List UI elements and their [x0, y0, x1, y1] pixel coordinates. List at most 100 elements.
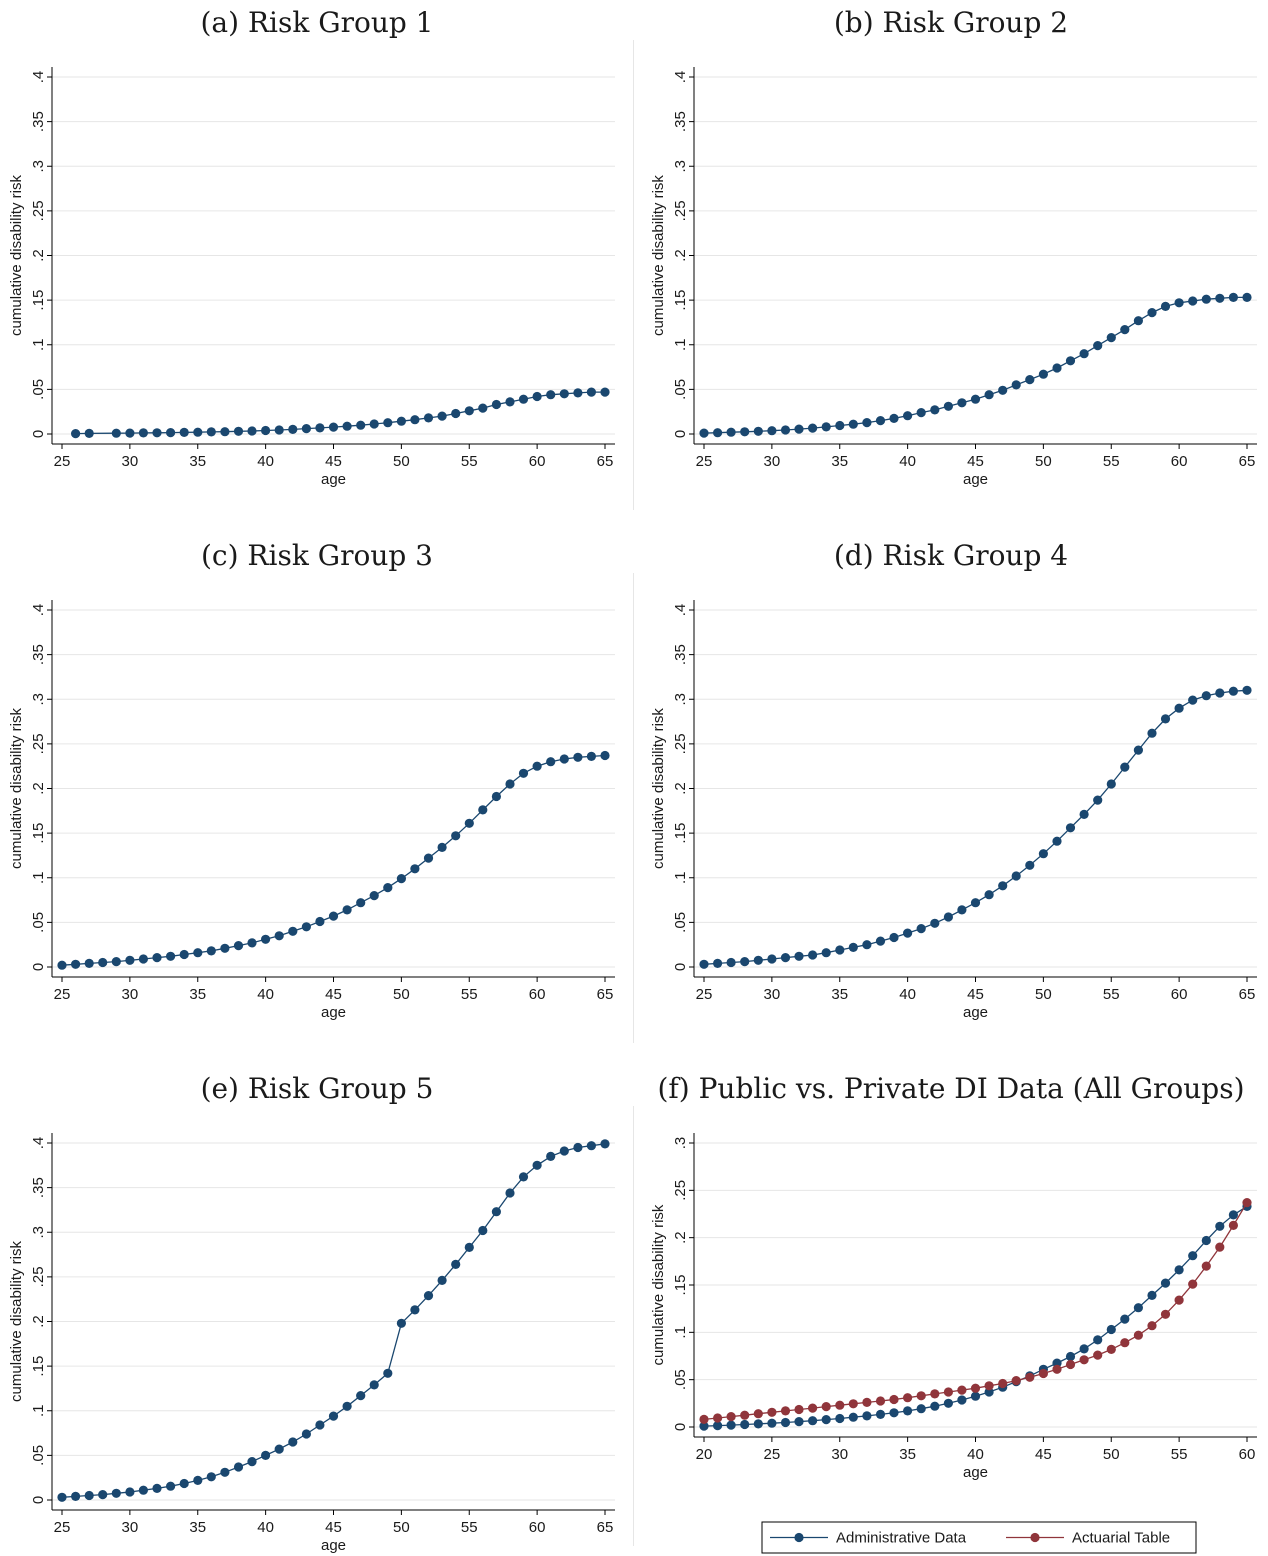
- panel-f-data-point: [1228, 1220, 1238, 1230]
- panel-c-data-point: [261, 934, 271, 944]
- panel-f-data-point: [1065, 1351, 1076, 1362]
- panel-c-y-axis-label: cumulative disability risk: [8, 708, 25, 869]
- panel-d-data-point: [808, 950, 818, 960]
- panel-c-series-line: [61, 754, 606, 966]
- panel-f-data-point: [957, 1395, 967, 1405]
- legend-actuarial-label: Actuarial Table: [1072, 1530, 1170, 1547]
- panel-b-x-tick-label: 45: [967, 453, 984, 470]
- panel-e-data-point: [152, 1483, 162, 1493]
- panel-f-x-tick-label: 30: [831, 1446, 848, 1463]
- panel-d-data-point: [984, 890, 994, 900]
- panel-f-data-point: [794, 1417, 804, 1427]
- panel-f-x-tick-label: 25: [764, 1446, 781, 1463]
- panel-c-data-point: [125, 955, 135, 965]
- panel-e-x-tick-label: 25: [54, 1519, 71, 1536]
- panel-e-y-tick-label: .25: [30, 1266, 47, 1287]
- panel-b-data-point: [1025, 375, 1035, 385]
- panel-a-x-axis-label: age: [321, 471, 346, 488]
- panel-f-data-point: [699, 1414, 709, 1424]
- panel-a-data-point: [179, 427, 189, 437]
- panel-f-data-point: [875, 1409, 886, 1419]
- panel-f-data-point: [1052, 1364, 1062, 1374]
- panel-f-data-point: [1025, 1372, 1035, 1382]
- panel-d-data-point: [970, 898, 981, 908]
- panel-b-data-point: [916, 408, 926, 418]
- panel-a-data-point: [410, 415, 420, 425]
- panel-f-x-tick-label: 35: [899, 1446, 916, 1463]
- panel-e-data-point: [261, 1450, 271, 1460]
- panel-e-data-point: [315, 1420, 325, 1430]
- panel-b-data-point: [740, 427, 750, 437]
- panel-c-data-point: [233, 941, 244, 951]
- panel-e-x-tick-label: 65: [597, 1519, 614, 1536]
- panel-e-data-point: [369, 1380, 379, 1390]
- panel-f-data-point: [875, 1396, 886, 1406]
- panel-c-title: (c) Risk Group 3: [201, 539, 433, 572]
- panel-f-data-point: [1038, 1368, 1048, 1379]
- panel-b-x-tick-label: 40: [899, 453, 916, 470]
- panel-f-y-tick-label: 0: [672, 1423, 689, 1431]
- panel-e-y-tick-label: .2: [30, 1315, 47, 1328]
- panel-f-x-tick-label: 40: [967, 1446, 984, 1463]
- panel-e-y-axis-label: cumulative disability risk: [8, 1241, 25, 1402]
- panel-f-data-point: [713, 1421, 723, 1431]
- panel-b-y-tick-label: .05: [672, 379, 689, 400]
- panel-e-data-point: [532, 1160, 542, 1170]
- panel-d-x-tick-label: 40: [899, 986, 916, 1003]
- panel-a-data-point: [369, 419, 379, 429]
- panel-e-data-point: [383, 1368, 393, 1378]
- panel-c-data-point: [206, 946, 216, 956]
- panel-e-data-point: [410, 1305, 420, 1315]
- panel-a-x-tick-label: 45: [325, 453, 342, 470]
- panel-c-x-tick-label: 40: [257, 986, 274, 1003]
- panel-b-y-tick-label: 0: [672, 430, 689, 438]
- panel-e-y-tick-label: 0: [30, 1496, 47, 1504]
- panel-c-y-tick-label: .35: [30, 644, 47, 665]
- panel-a-data-point: [138, 428, 148, 438]
- panel-e-data-point: [274, 1444, 284, 1454]
- panel-e-data-point: [342, 1401, 352, 1411]
- panel-d-y-tick-label: 0: [672, 963, 689, 971]
- panel-separator-right-top: [633, 40, 634, 510]
- panel-c-x-tick-label: 30: [122, 986, 139, 1003]
- panel-f-data-point: [1120, 1314, 1130, 1324]
- panel-b-data-point: [1065, 356, 1076, 366]
- panel-c-data-point: [111, 957, 121, 967]
- panel-d-x-tick-label: 35: [831, 986, 848, 1003]
- panel-a-y-tick-label: .15: [30, 290, 47, 311]
- panel-a-data-point: [206, 427, 216, 437]
- panel-b-y-tick-label: .2: [672, 249, 689, 262]
- panel-f-data-point: [835, 1400, 845, 1410]
- panel-f-data-point: [1215, 1242, 1225, 1252]
- panel-a-y-tick-label: .2: [30, 249, 47, 262]
- panel-f-data-point: [821, 1415, 831, 1425]
- panel-c-x-tick-label: 25: [54, 986, 71, 1003]
- panel-f-x-tick-label: 45: [1035, 1446, 1052, 1463]
- panel-b-data-point: [1228, 292, 1238, 302]
- panel-d-data-point: [1120, 762, 1130, 772]
- panel-a-x-tick-label: 60: [529, 453, 546, 470]
- panel-e-data-point: [166, 1481, 176, 1491]
- panel-f-data-point: [930, 1401, 940, 1411]
- panel-a-data-point: [437, 411, 447, 421]
- panel-f-data-point: [1174, 1265, 1184, 1275]
- panel-a-y-tick-label: .3: [30, 160, 47, 173]
- panel-e-data-point: [505, 1188, 515, 1198]
- panel-d-series-line: [703, 689, 1248, 965]
- panel-f-data-point: [862, 1397, 872, 1407]
- panel-d-y-axis-label: cumulative disability risk: [650, 708, 667, 869]
- panel-f-data-point: [1215, 1221, 1225, 1231]
- panel-a-data-point: [464, 406, 474, 416]
- panel-e-x-tick-label: 35: [189, 1519, 206, 1536]
- panel-a-data-point: [84, 428, 94, 438]
- panel-d-data-point: [889, 932, 899, 943]
- panel-d-data-point: [699, 959, 709, 969]
- panel-b-data-point: [1093, 341, 1103, 351]
- panel-d-y-tick-label: .1: [672, 871, 689, 884]
- panel-d-y-tick-label: .2: [672, 782, 689, 795]
- panel-c-data-point: [383, 883, 393, 893]
- panel-a-y-tick-label: 0: [30, 430, 47, 438]
- panel-e-data-point: [301, 1429, 311, 1439]
- panel-b-y-tick-label: .25: [672, 200, 689, 221]
- panel-f-data-point: [808, 1403, 818, 1413]
